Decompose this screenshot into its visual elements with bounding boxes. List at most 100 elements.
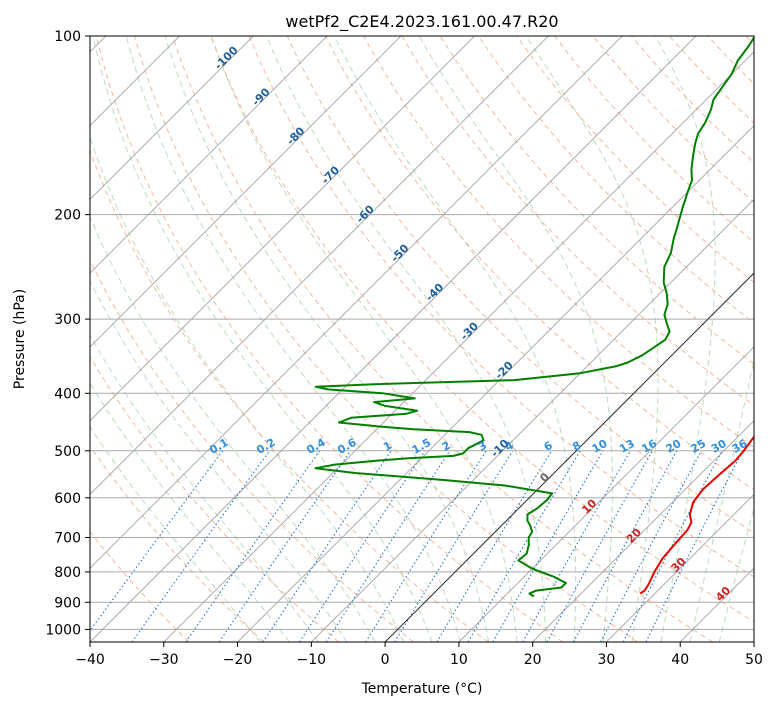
isotherm-line xyxy=(90,36,475,422)
x-tick-label: −20 xyxy=(223,652,253,668)
dry-adiabat-line xyxy=(90,531,190,642)
mixing-ratio-label: 25 xyxy=(688,437,708,456)
moist-adiabat-line xyxy=(90,334,319,642)
isotherm-label: -90 xyxy=(249,85,272,108)
dry-adiabat-line xyxy=(401,36,754,407)
dry-adiabat-line xyxy=(592,36,754,203)
plot-area: 0.1 0.2 0.4 0.6 1 1.5 2 3 4 6 8 10 13 16 20 25 30 36-100-… xyxy=(90,36,754,642)
moist-adiabat-line xyxy=(90,279,348,642)
y-tick-label: 900 xyxy=(54,595,81,611)
isotherm-line xyxy=(311,198,754,642)
moist-adiabat-line xyxy=(266,36,547,642)
dry-adiabat-line xyxy=(477,36,754,324)
moist-adiabat-line xyxy=(334,36,577,642)
isotherm-label: -100 xyxy=(212,44,241,73)
mixing-ratio-line xyxy=(218,450,351,642)
isotherm-line xyxy=(90,36,254,200)
dry-adiabat-line xyxy=(516,36,754,284)
isotherm-label: -20 xyxy=(493,359,516,382)
mixing-ratio-line xyxy=(365,450,487,642)
y-tick-label: 100 xyxy=(54,29,81,45)
moist-adiabat-line xyxy=(90,135,405,642)
dry-adiabat-line xyxy=(90,355,339,642)
dry-adiabat-line xyxy=(210,36,754,623)
isotherm-line xyxy=(679,567,754,642)
mixing-ratio-label: 10 xyxy=(590,437,610,456)
moist-adiabat-line xyxy=(654,36,716,642)
dry-adiabat-line xyxy=(95,36,564,642)
mixing-ratio-line xyxy=(185,450,321,642)
moist-adiabat-line xyxy=(90,426,261,642)
isotherm-label: -70 xyxy=(319,163,342,186)
isotherm-line xyxy=(237,124,754,642)
y-tick-label: 500 xyxy=(54,444,81,460)
isotherm-label: 40 xyxy=(713,584,733,604)
dry-adiabat-line xyxy=(745,36,754,46)
mixing-ratio-line xyxy=(436,450,553,642)
isotherm-label: -30 xyxy=(458,319,481,342)
y-axis-label: Pressure (hPa) xyxy=(12,289,28,389)
x-tick-label: −40 xyxy=(75,652,105,668)
isotherm-line xyxy=(90,36,623,569)
y-tick-label: 400 xyxy=(54,386,81,402)
mixing-ratio-label: 30 xyxy=(709,437,729,456)
x-tick-label: 0 xyxy=(381,652,390,668)
x-tick-label: 20 xyxy=(524,652,542,668)
isotherm-line xyxy=(384,272,754,642)
mixing-ratio-label: 20 xyxy=(664,437,684,456)
mixing-ratio-line xyxy=(90,450,224,632)
moist-adiabat-line xyxy=(90,215,376,642)
isotherm-label: -80 xyxy=(284,124,307,147)
mixing-ratio-line xyxy=(262,450,392,642)
mixing-ratio-label: 0.6 xyxy=(335,436,359,457)
mixing-ratio-line xyxy=(645,450,744,642)
isotherm-line xyxy=(90,36,697,642)
sounding-series xyxy=(314,36,754,598)
zero-isotherm xyxy=(384,272,754,642)
moist-adiabat-line xyxy=(525,36,659,642)
zero-isotherm-line xyxy=(384,272,754,642)
dry-adiabat-line xyxy=(90,149,489,642)
mixing-ratio-label: 3 xyxy=(476,439,489,454)
moist-adiabat-line xyxy=(164,36,490,642)
isotherm-line xyxy=(532,420,754,642)
isotherm-line xyxy=(90,36,549,496)
isotherm-label: -60 xyxy=(354,202,377,225)
mixing-ratio-label: 6 xyxy=(542,439,555,454)
isotherm-label: -50 xyxy=(388,241,411,264)
dewpoint-line xyxy=(314,36,754,598)
mixing-ratio-label: 0.1 xyxy=(207,436,230,457)
y-axis-ticks: 100 200 300 400 500 600 700 800 900 1000 xyxy=(45,29,90,638)
dry-adiabat-line xyxy=(90,445,265,642)
mixing-ratio-label: 0.2 xyxy=(254,436,277,457)
isobars xyxy=(90,36,754,630)
x-tick-label: −30 xyxy=(149,652,179,668)
x-axis-label: Temperature (°C) xyxy=(361,681,483,697)
x-tick-label: −10 xyxy=(297,652,327,668)
plot-frame xyxy=(89,35,755,643)
moist-adiabat-line xyxy=(92,36,433,642)
mixing-ratio-line xyxy=(325,450,451,642)
x-axis-ticks: −40 −30 −20 −10 0 10 20 30 40 50 xyxy=(75,642,763,668)
dry-adiabat-line xyxy=(172,36,713,642)
dry-adiabat-line xyxy=(248,36,754,578)
dry-adiabat-line xyxy=(707,36,754,85)
mixing-ratio-line xyxy=(522,450,631,642)
mixing-ratio-label: 0.4 xyxy=(304,436,328,457)
mixing-ratio-lines xyxy=(90,450,744,642)
mixing-ratio-label: 1 xyxy=(381,439,394,454)
moist-adiabat-line xyxy=(125,36,461,642)
mixing-ratio-label: 8 xyxy=(570,439,583,454)
x-tick-label: 40 xyxy=(671,652,689,668)
y-tick-label: 200 xyxy=(54,208,81,224)
mixing-ratio-line xyxy=(546,450,653,642)
isotherms xyxy=(90,36,754,642)
isotherm-label: 10 xyxy=(579,496,599,516)
y-tick-label: 300 xyxy=(54,312,81,328)
x-tick-label: 50 xyxy=(745,652,763,668)
mixing-ratio-line xyxy=(299,450,426,642)
isotherm-label: -40 xyxy=(423,280,446,303)
mixing-ratio-line xyxy=(131,450,271,642)
y-tick-label: 600 xyxy=(54,491,81,507)
moist-adiabat-line xyxy=(718,506,754,642)
